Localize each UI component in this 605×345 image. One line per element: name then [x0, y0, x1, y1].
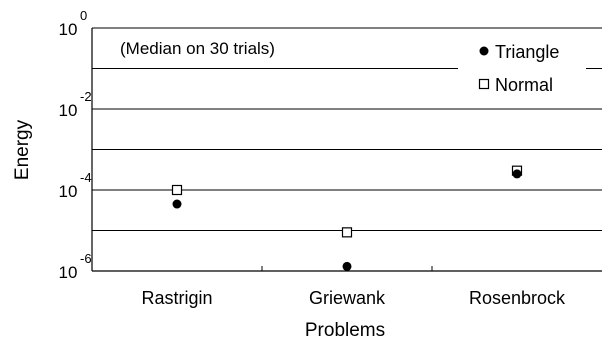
y-tick-exponent: -6 — [80, 251, 92, 266]
y-tick-exponent: -4 — [80, 170, 92, 185]
y-tick-exponent: 0 — [80, 8, 87, 23]
legend: Triangle Normal — [478, 42, 559, 95]
y-tick-label: 10 — [59, 263, 78, 282]
data-points — [171, 165, 523, 271]
y-axis-label: Energy — [12, 119, 33, 180]
point-triangle-rosenbrock — [512, 169, 522, 179]
annotation-text: (Median on 30 trials) — [120, 39, 275, 58]
x-tick-label-griewank: Griewank — [309, 288, 386, 308]
point-normal-griewank — [341, 227, 353, 238]
y-tick-label: 10 — [59, 20, 78, 39]
point-normal-rastrigin — [171, 184, 183, 196]
x-tick-label-rosenbrock: Rosenbrock — [469, 288, 566, 308]
legend-label-normal: Normal — [495, 75, 553, 95]
legend-label-triangle: Triangle — [495, 42, 559, 62]
point-triangle-griewank — [342, 261, 352, 271]
x-tick-labels: Rastrigin Griewank Rosenbrock — [141, 266, 566, 308]
y-tick-label: 10 — [59, 101, 78, 120]
legend-marker-triangle — [479, 46, 489, 56]
y-tick-label: 10 — [59, 182, 78, 201]
x-axis-label: Problems — [305, 320, 385, 341]
x-tick-label-rastrigin: Rastrigin — [141, 288, 212, 308]
axes — [91, 28, 602, 272]
y-tick-exponent: -2 — [80, 89, 92, 104]
legend-marker-normal — [478, 78, 490, 90]
point-triangle-rastrigin — [172, 199, 182, 209]
